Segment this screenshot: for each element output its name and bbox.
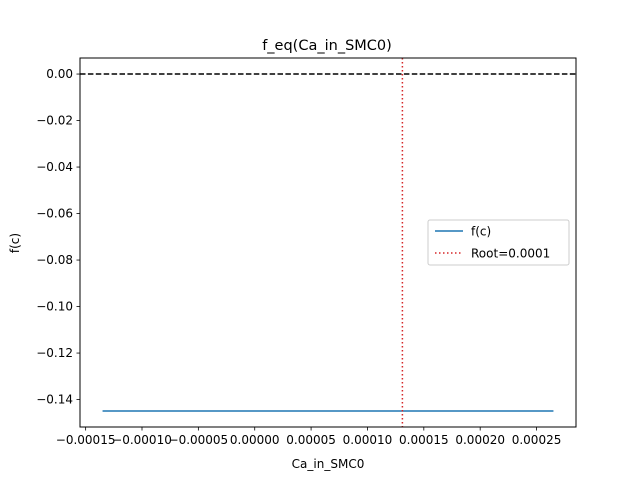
y-tick-label: 0.00 xyxy=(46,67,73,81)
legend-box xyxy=(427,219,570,266)
legend-label-root: Root=0.0001 xyxy=(471,247,550,261)
y-tick-label: −0.14 xyxy=(36,393,73,407)
y-tick-label: −0.12 xyxy=(36,346,73,360)
x-tick-label: 0.00025 xyxy=(512,433,562,447)
x-tick-label: 0.00015 xyxy=(399,433,449,447)
legend-label-series: f(c) xyxy=(471,225,491,239)
x-axis-label: Ca_in_SMC0 xyxy=(292,457,365,471)
x-tick-label: 0.00005 xyxy=(286,433,336,447)
y-tick-label: −0.10 xyxy=(36,300,73,314)
x-tick-label: 0.00020 xyxy=(455,433,505,447)
x-tick-label: 0.00000 xyxy=(230,433,280,447)
y-axis-label: f(c) xyxy=(8,233,22,253)
chart-title: f_eq(Ca_in_SMC0) xyxy=(262,38,392,54)
x-tick-label: 0.00010 xyxy=(343,433,393,447)
y-tick-label: −0.04 xyxy=(36,160,73,174)
x-tick-label: −0.00010 xyxy=(112,433,172,447)
y-tick-label: −0.02 xyxy=(36,114,73,128)
legend: f(c) Root=0.0001 xyxy=(427,219,570,266)
plot-frame xyxy=(79,57,577,428)
x-tick-label: −0.00015 xyxy=(56,433,116,447)
y-tick-label: −0.06 xyxy=(36,207,73,221)
y-tick-label: −0.08 xyxy=(36,253,73,267)
x-tick-label: −0.00005 xyxy=(169,433,229,447)
